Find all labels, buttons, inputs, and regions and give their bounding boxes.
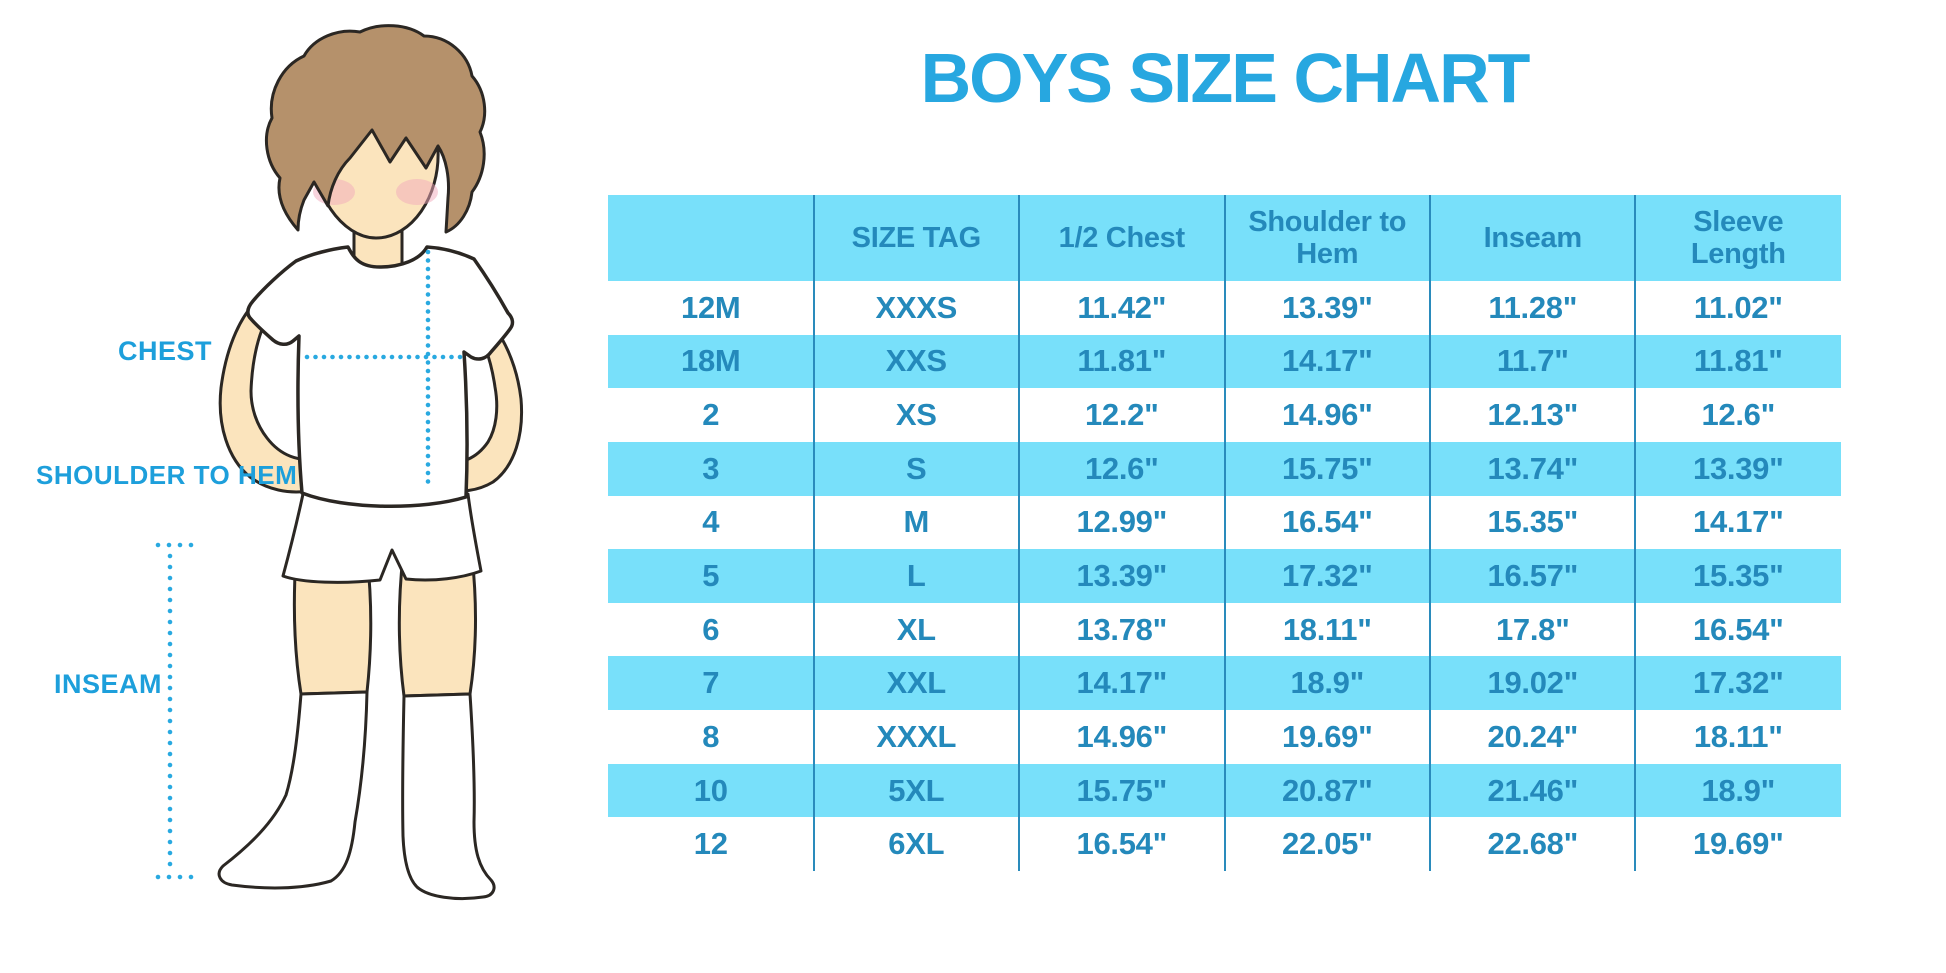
table-cell: 17.32" <box>1282 558 1373 594</box>
column-divider <box>1429 195 1431 871</box>
table-cell: 11.42" <box>1077 289 1167 325</box>
table-cell: 16.54" <box>1693 611 1784 647</box>
table-cell: 16.54" <box>1076 826 1168 862</box>
chest-label: CHEST <box>118 336 213 366</box>
table-cell: 16.54" <box>1282 504 1373 540</box>
table-cell: 18.11" <box>1693 718 1783 754</box>
table-cell: 12.6" <box>1084 450 1159 486</box>
header-cell-size <box>608 195 814 281</box>
table-cell: 19.69" <box>1282 718 1373 754</box>
column-divider <box>1017 195 1020 871</box>
table-cell: 15.75" <box>1282 450 1373 486</box>
table-cell: 12.6" <box>1701 397 1776 433</box>
table-cell: 17.32" <box>1693 665 1784 701</box>
table-cell: 21.46" <box>1487 772 1579 808</box>
table-cell: 11.81" <box>1693 343 1783 379</box>
header-cell-shoulder-to-hem: Shoulder to Hem <box>1248 205 1407 270</box>
table-cell: 6XL <box>888 826 945 862</box>
table-cell: 18M <box>681 343 741 379</box>
table-cell: 12 <box>693 826 728 862</box>
table-cell: L <box>906 558 926 594</box>
table-cell: 3 <box>702 450 720 486</box>
header-cell-sleeve-length: Sleeve Length <box>1690 205 1786 270</box>
table-cell: 11.81" <box>1077 343 1167 379</box>
table-cell: 22.05" <box>1282 826 1373 862</box>
table-cell: 19.69" <box>1693 826 1784 862</box>
table-cell: 6 <box>702 611 720 647</box>
table-cell: 22.68" <box>1487 826 1579 862</box>
table-cell: 20.87" <box>1282 772 1373 808</box>
table-cell: 14.96" <box>1282 397 1373 433</box>
boy-left-sock <box>217 690 369 890</box>
table-cell: 11.28" <box>1488 289 1578 325</box>
table-cell: 11.02" <box>1693 289 1783 325</box>
table-cell: 16.57" <box>1487 558 1579 594</box>
table-cell: 5 <box>702 558 720 594</box>
table-cell: 10 <box>693 772 728 808</box>
table-cell: 19.02" <box>1487 665 1579 701</box>
shoulder-to-hem-label: SHOULDER TO HEM <box>36 460 298 490</box>
boy-blush-right <box>396 179 438 205</box>
table-cell: 14.17" <box>1693 504 1784 540</box>
table-cell: XL <box>896 611 936 647</box>
table-cell: 8 <box>702 718 720 754</box>
table-cell: 18.9" <box>1701 772 1776 808</box>
table-cell: XXS <box>885 343 947 379</box>
table-cell: XS <box>895 397 937 433</box>
table-cell: 13.74" <box>1487 450 1579 486</box>
column-divider <box>812 195 815 871</box>
table-cell: XXXS <box>875 289 957 325</box>
table-cell: 13.39" <box>1282 289 1373 325</box>
table-cell: XXXL <box>876 718 957 754</box>
boy-shorts <box>281 492 483 584</box>
table-cell: 14.96" <box>1076 718 1168 754</box>
table-cell: S <box>906 450 927 486</box>
column-divider <box>1634 195 1637 871</box>
table-cell: 17.8" <box>1495 611 1570 647</box>
table-cell: 12.2" <box>1084 397 1159 433</box>
table-cell: 5XL <box>888 772 945 808</box>
header-cell-size-tag: SIZE TAG <box>851 221 981 254</box>
table-cell: 11.7" <box>1496 343 1569 379</box>
header-cell-half-chest: 1/2 Chest <box>1058 221 1186 254</box>
table-cell: 12.99" <box>1076 504 1168 540</box>
table-cell: 2 <box>702 397 720 433</box>
table-cell: XXL <box>886 665 947 701</box>
table-cell: 15.75" <box>1076 772 1168 808</box>
page-title: BOYS SIZE CHART <box>920 39 1531 117</box>
table-cell: 13.78" <box>1076 611 1168 647</box>
table-cell: 12.13" <box>1487 397 1579 433</box>
table-cell: 14.17" <box>1076 665 1168 701</box>
table-cell: 20.24" <box>1487 718 1579 754</box>
table-cell: 7 <box>702 665 720 701</box>
table-cell: 18.9" <box>1290 665 1365 701</box>
table-cell: 15.35" <box>1693 558 1784 594</box>
table-cell: 13.39" <box>1693 450 1784 486</box>
table-cell: 14.17" <box>1282 343 1373 379</box>
boy-illustration <box>155 24 524 901</box>
column-divider <box>1223 195 1226 871</box>
table-cell: M <box>903 504 930 540</box>
boy-hair <box>265 24 487 234</box>
inseam-label: INSEAM <box>54 669 163 699</box>
boy-right-sock <box>401 692 496 901</box>
table-cell: 4 <box>702 504 720 540</box>
table-cell: 15.35" <box>1487 504 1579 540</box>
size-table: SIZE TAG 1/2 Chest Shoulder to Hem Insea… <box>608 195 1841 872</box>
header-cell-inseam: Inseam <box>1483 221 1582 254</box>
table-cell: 12M <box>681 289 741 325</box>
table-cell: 18.11" <box>1282 611 1372 647</box>
table-cell: 13.39" <box>1076 558 1168 594</box>
boy-shirt <box>246 245 515 508</box>
